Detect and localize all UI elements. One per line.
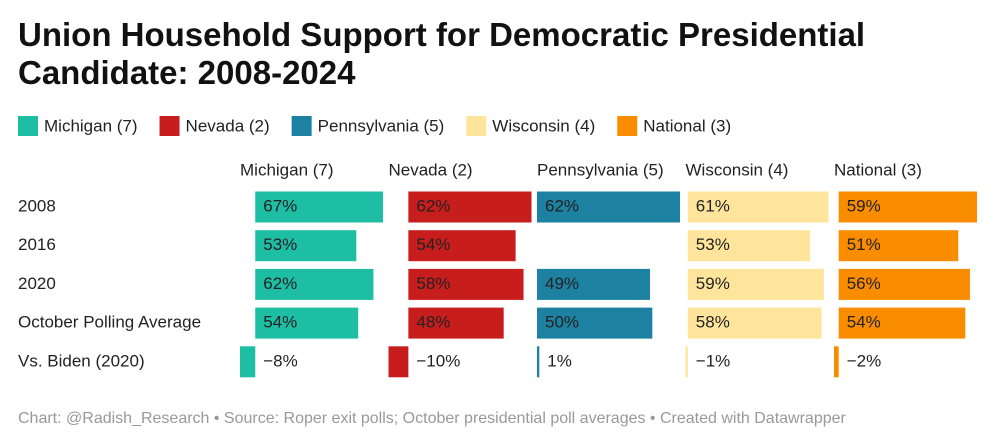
- bar: [687, 307, 822, 339]
- value-label: 59%: [696, 274, 730, 293]
- bar: [537, 191, 680, 223]
- value-label: 54%: [847, 313, 881, 332]
- value-label: 53%: [696, 235, 730, 254]
- bar: [838, 268, 970, 300]
- value-label: 61%: [696, 196, 730, 215]
- bar: [685, 346, 688, 378]
- value-label: 62%: [416, 196, 450, 215]
- value-label: 54%: [263, 313, 297, 332]
- bar: [408, 191, 532, 223]
- value-label: 1%: [547, 351, 572, 370]
- row-label: 2008: [18, 196, 56, 215]
- value-label: −2%: [847, 351, 882, 370]
- legend-swatch: [466, 116, 487, 136]
- value-label: 53%: [263, 235, 297, 254]
- bar: [537, 346, 540, 378]
- value-label: 58%: [416, 274, 450, 293]
- bar: [687, 230, 811, 262]
- legend-swatch: [159, 116, 180, 136]
- value-label: 49%: [545, 274, 579, 293]
- bar: [388, 346, 409, 378]
- bar: [687, 191, 829, 223]
- legend-label: National (3): [643, 116, 731, 135]
- legend-swatch: [18, 116, 38, 136]
- chart-title: Union Household Support for Democratic P…: [18, 16, 866, 91]
- value-label: −10%: [416, 351, 460, 370]
- legend-label: Nevada (2): [186, 116, 270, 135]
- value-label: 50%: [545, 313, 579, 332]
- bar: [838, 307, 966, 339]
- bar: [537, 268, 651, 300]
- column-header: Pennsylvania (5): [537, 160, 664, 179]
- column-header: Wisconsin (4): [686, 160, 789, 179]
- legend-label: Pennsylvania (5): [318, 116, 445, 135]
- row-label: Vs. Biden (2020): [18, 351, 145, 370]
- legend-label: Michigan (7): [44, 116, 138, 135]
- row-label: October Polling Average: [18, 313, 201, 332]
- value-label: 56%: [847, 274, 881, 293]
- column-header: Nevada (2): [389, 160, 473, 179]
- bar: [838, 230, 959, 262]
- legend-swatch: [617, 116, 638, 136]
- footer: Chart: @Radish_Research • Source: Roper …: [18, 410, 847, 427]
- value-label: 54%: [416, 235, 450, 254]
- value-label: −8%: [263, 351, 298, 370]
- bar: [834, 346, 839, 378]
- value-label: −1%: [696, 351, 731, 370]
- bar: [255, 268, 374, 300]
- bar: [537, 307, 653, 339]
- bar: [255, 230, 357, 262]
- legend-label: Wisconsin (4): [492, 116, 595, 135]
- row-label: 2016: [18, 235, 56, 254]
- value-label: 59%: [847, 196, 881, 215]
- value-label: 51%: [847, 235, 881, 254]
- bar: [408, 268, 524, 300]
- bar: [408, 230, 516, 262]
- column-header: National (3): [834, 160, 922, 179]
- bar: [255, 307, 359, 339]
- value-label: 62%: [263, 274, 297, 293]
- row-label: 2020: [18, 274, 56, 293]
- value-label: 67%: [263, 196, 297, 215]
- bar: [240, 346, 256, 378]
- column-header: Michigan (7): [240, 160, 334, 179]
- value-label: 48%: [416, 313, 450, 332]
- legend-swatch: [291, 116, 312, 136]
- bar: [838, 191, 977, 223]
- value-label: 62%: [545, 196, 579, 215]
- bar: [408, 307, 504, 339]
- value-label: 58%: [696, 313, 730, 332]
- bar: [687, 268, 824, 300]
- bar: [255, 191, 383, 223]
